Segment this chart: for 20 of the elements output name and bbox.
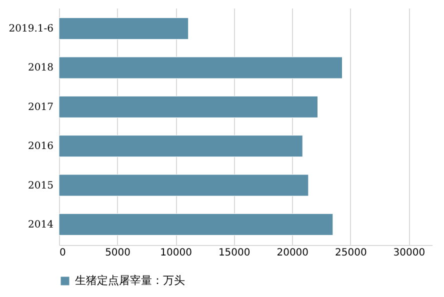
y-tick-label: 2018 xyxy=(28,62,54,74)
bar xyxy=(58,174,309,196)
y-tick-label: 2016 xyxy=(28,141,54,152)
legend-label: 生猪定点屠宰量：万头 xyxy=(75,274,185,287)
bar xyxy=(58,135,303,158)
y-tick-label: 2015 xyxy=(28,180,54,192)
bar xyxy=(58,96,318,118)
x-tick-label: 20000 xyxy=(276,248,309,258)
y-tick-label: 2019.1-6 xyxy=(8,24,54,35)
x-tick-label: 15000 xyxy=(218,248,250,258)
bar xyxy=(58,18,189,40)
bar xyxy=(58,213,334,236)
x-tick-label: 25000 xyxy=(335,248,367,258)
x-tick-label: 30000 xyxy=(393,248,426,258)
x-tick-label: 10000 xyxy=(160,248,192,258)
x-tick-label: 0 xyxy=(60,248,66,258)
y-tick-label: 2017 xyxy=(28,102,54,113)
x-tick-label: 5000 xyxy=(105,248,131,258)
bar xyxy=(58,56,342,79)
y-tick-label: 2014 xyxy=(28,219,54,230)
